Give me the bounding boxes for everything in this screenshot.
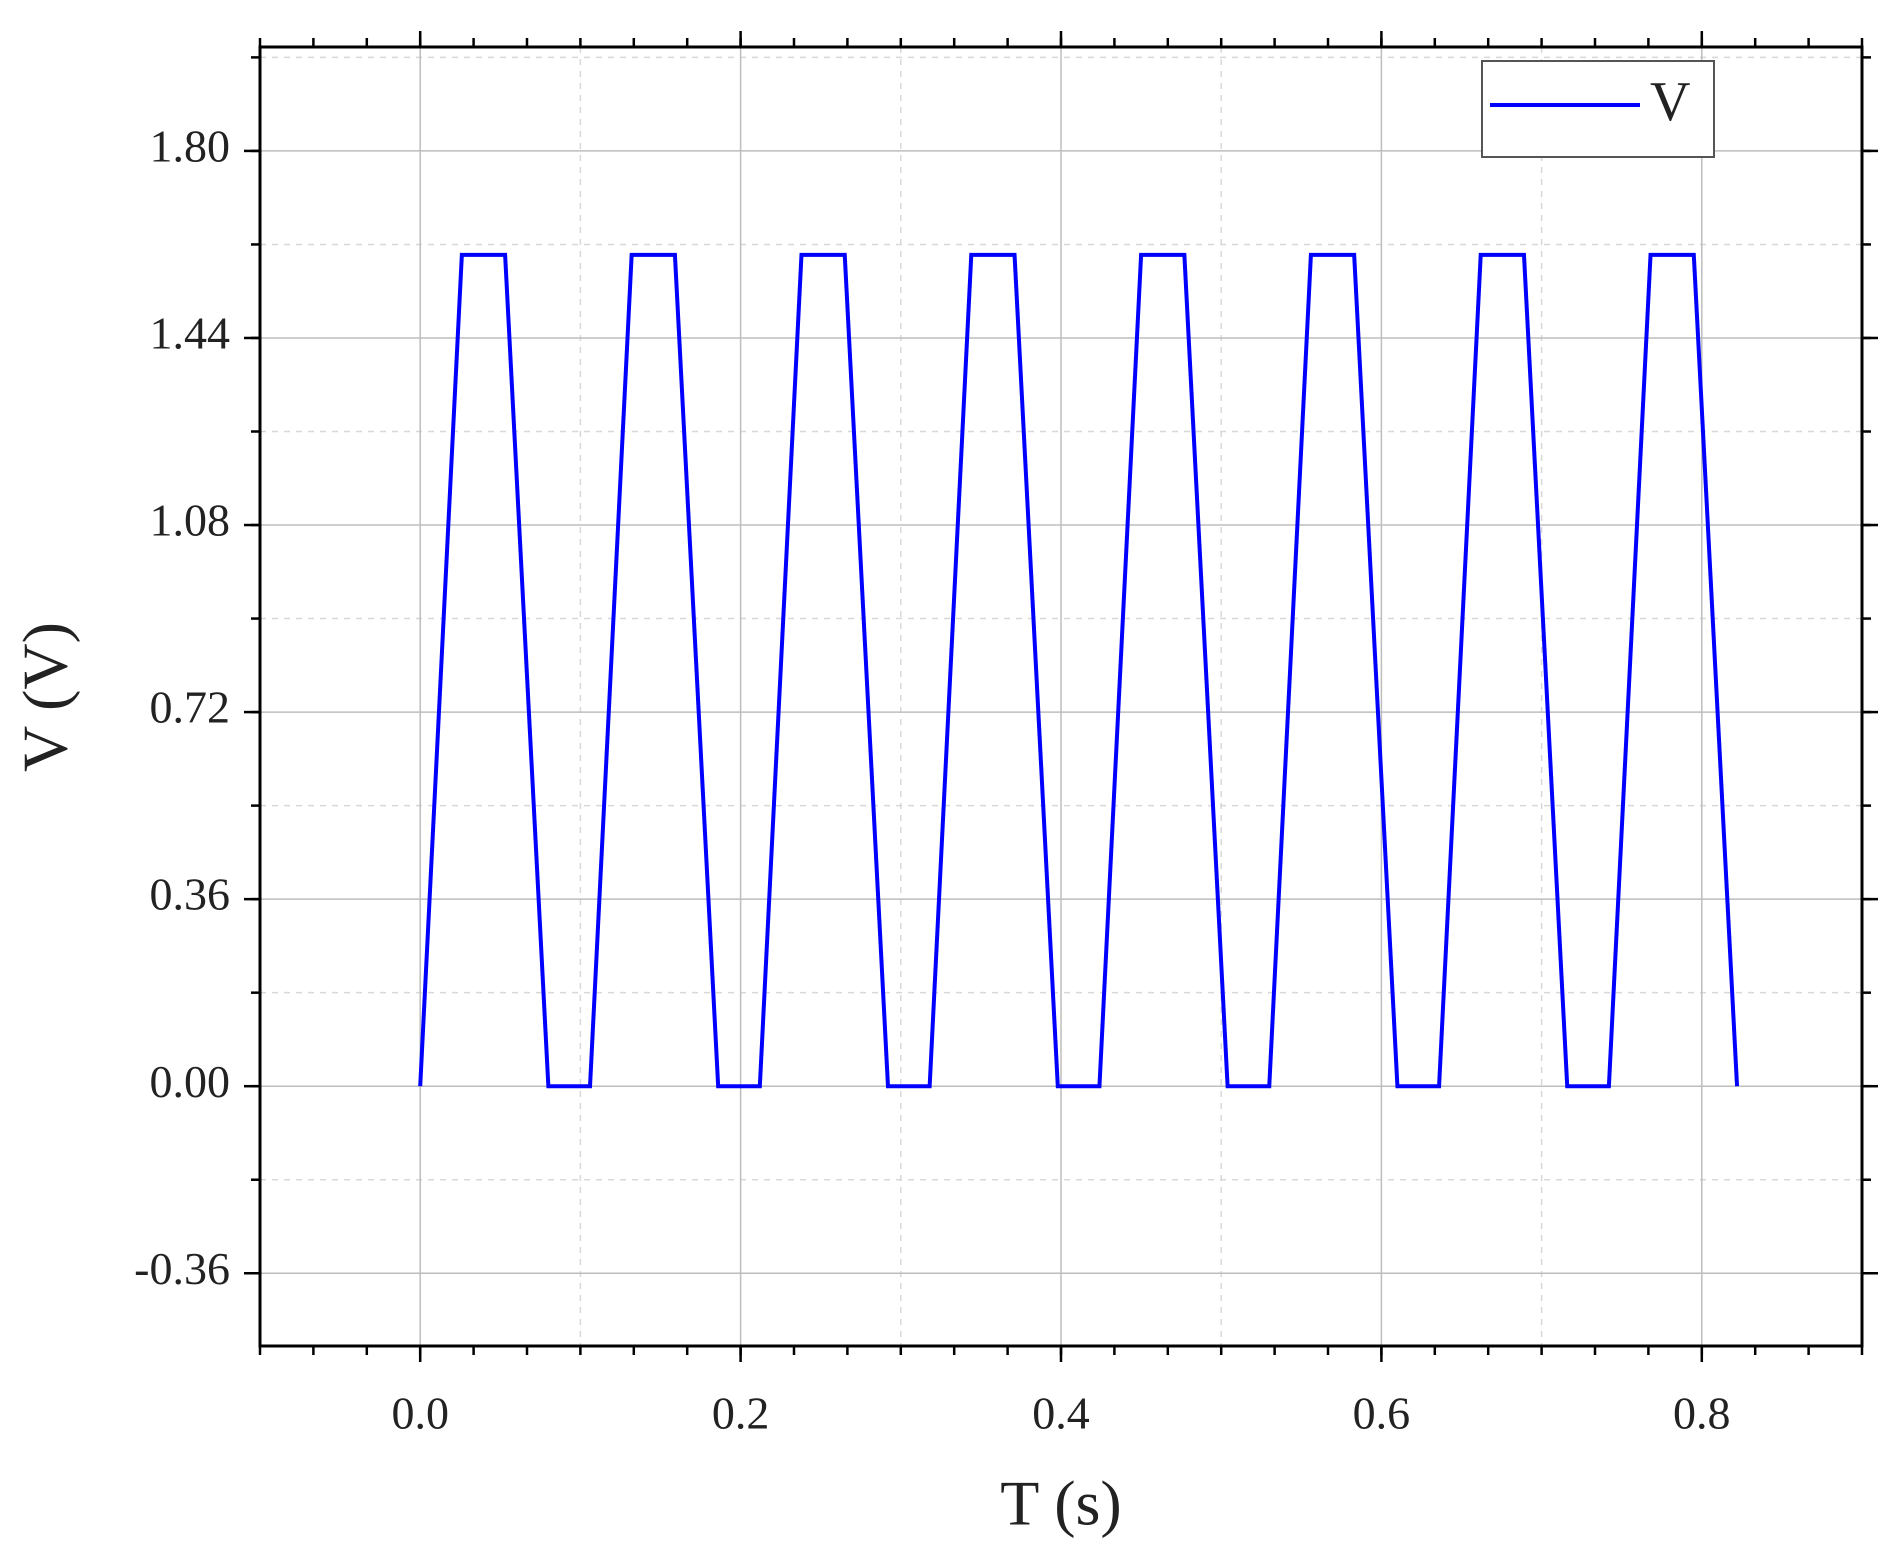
x-tick-label: 0.6 — [1353, 1388, 1411, 1439]
legend-box — [1481, 60, 1715, 158]
y-tick-label: 0.72 — [150, 682, 231, 733]
y-tick-label: -0.36 — [134, 1243, 230, 1294]
y-tick-label: 1.80 — [150, 120, 231, 171]
y-tick-label: 1.44 — [150, 308, 231, 359]
x-tick-label: 0.0 — [391, 1388, 449, 1439]
y-axis-title: V (V) — [10, 622, 81, 772]
y-tick-label: 0.36 — [150, 869, 231, 920]
y-tick-label: 0.00 — [150, 1056, 231, 1107]
x-tick-label: 0.4 — [1032, 1388, 1090, 1439]
plot-frame — [258, 45, 1864, 1348]
data-line — [418, 252, 1740, 1089]
legend-label: V — [1650, 71, 1690, 133]
x-tick-label: 0.2 — [712, 1388, 770, 1439]
y-tick-label: 1.08 — [150, 495, 231, 546]
x-tick-label: 0.8 — [1673, 1388, 1731, 1439]
x-axis-title: T (s) — [1000, 1468, 1121, 1539]
